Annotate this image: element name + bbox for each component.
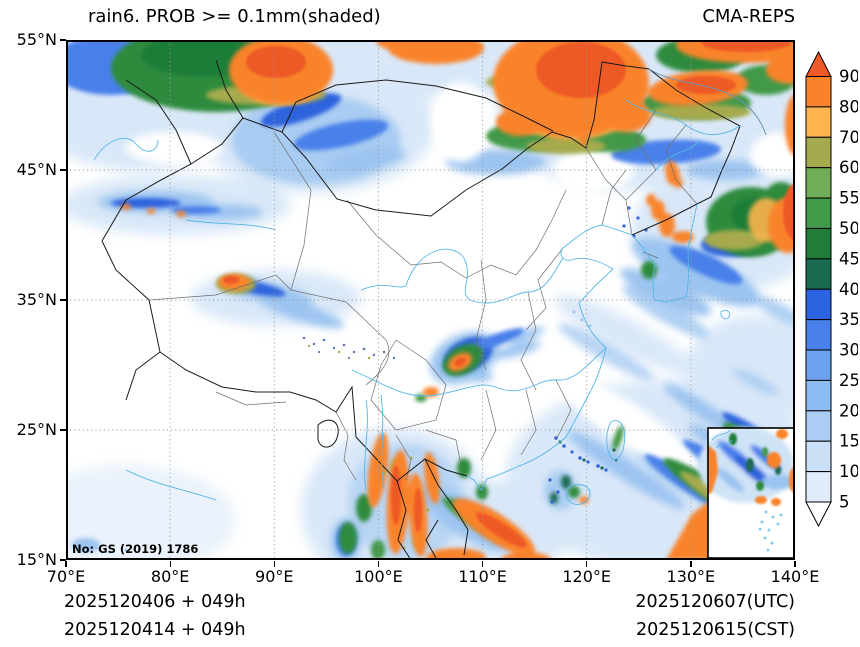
colorbar-tick-label: 15 xyxy=(839,432,858,451)
x-tick-mark xyxy=(794,561,796,567)
colorbar-tick-label: 30 xyxy=(839,341,858,360)
license-watermark: No: GS (2019) 1786 xyxy=(72,542,198,556)
map-graphics: No: GS (2019) 1786 xyxy=(66,40,795,560)
x-tick-mark xyxy=(273,561,275,567)
x-tick-mark xyxy=(690,561,692,567)
colorbar-cell xyxy=(805,136,832,169)
init-time-utc: 2025120406 + 049h xyxy=(64,592,246,612)
map-frame xyxy=(66,40,795,560)
init-time-cst: 2025120414 + 049h xyxy=(64,619,246,640)
y-tick-label: 25°N xyxy=(16,420,57,439)
x-tick-label: 70°E xyxy=(46,567,86,586)
colorbar-cell xyxy=(805,440,832,473)
x-tick-label: 100°E xyxy=(354,567,403,586)
colorbar-tick-label: 80 xyxy=(839,97,858,116)
colorbar-cell xyxy=(805,471,832,503)
y-tick-mark xyxy=(60,39,66,41)
colorbar-tick-label: 10 xyxy=(839,462,858,481)
colorbar-tick-label: 55 xyxy=(839,189,858,208)
colorbar-under-arrow xyxy=(805,501,832,528)
footer-valid-times: 2025120607(UTC) 2025120615(CST) xyxy=(635,589,795,644)
map-canvas: No: GS (2019) 1786 xyxy=(66,40,795,560)
colorbar-cell xyxy=(805,167,832,199)
x-tick-label: 130°E xyxy=(666,567,716,586)
y-tick-label: 45°N xyxy=(16,160,57,179)
x-tick-mark xyxy=(586,561,588,567)
colorbar-tick-label: 5 xyxy=(839,493,850,512)
x-tick-label: 120°E xyxy=(562,567,612,586)
plot-title: rain6. PROB >= 0.1mm(shaded) xyxy=(88,6,381,27)
x-tick-label: 140°E xyxy=(770,567,820,586)
country-borders xyxy=(101,59,741,560)
colorbar-cell xyxy=(805,288,832,321)
y-tick-mark xyxy=(60,429,66,431)
colorbar-cell xyxy=(805,106,832,138)
colorbar-cell xyxy=(805,379,832,412)
footer-init-times: 2025120406 + 049h 2025120414 + 049h xyxy=(64,589,246,644)
x-tick-label: 80°E xyxy=(150,567,190,586)
y-tick-mark xyxy=(60,299,66,301)
colorbar-tick-label: 70 xyxy=(839,128,858,147)
x-tick-mark xyxy=(65,561,67,567)
y-tick-label: 55°N xyxy=(16,30,57,49)
x-tick-label: 110°E xyxy=(458,567,507,586)
colorbar-tick-label: 45 xyxy=(839,249,858,268)
x-tick-mark xyxy=(481,561,484,567)
province-borders xyxy=(148,109,698,481)
colorbar-tick-label: 90 xyxy=(839,67,858,86)
south-china-sea-inset xyxy=(698,427,795,559)
colorbar-tick-label: 25 xyxy=(839,371,858,390)
gridlines xyxy=(66,40,795,560)
colorbar-cell xyxy=(805,410,832,442)
white-gaps xyxy=(126,82,795,475)
colorbar-tick-label: 50 xyxy=(839,219,858,238)
colorbar-tick-label: 60 xyxy=(839,158,858,177)
colorbar-over-arrow xyxy=(805,50,832,77)
colorbar: 90 80 70 60 55 50 45 40 35 30 25 20 15 10 5 xyxy=(805,50,858,528)
y-tick-label: 35°N xyxy=(16,290,57,309)
valid-time-utc: 2025120607(UTC) xyxy=(635,592,795,612)
y-tick-label: 15°N xyxy=(16,550,57,569)
colorbar-cell xyxy=(805,319,832,351)
colorbar-cell xyxy=(805,76,832,108)
colorbar-tick-label: 35 xyxy=(839,310,858,329)
colorbar-cell xyxy=(805,349,832,381)
colorbar-cell xyxy=(805,258,832,290)
colorbar-cell xyxy=(805,227,832,260)
x-tick-mark xyxy=(377,561,380,567)
x-tick-label: 90°E xyxy=(255,567,294,586)
colorbar-tick-label: 20 xyxy=(839,401,858,420)
valid-time-cst: 2025120615(CST) xyxy=(635,619,795,640)
y-tick-mark xyxy=(60,559,66,561)
colorbar-cell xyxy=(805,197,832,229)
amur-river xyxy=(648,68,767,136)
y-tick-mark xyxy=(60,169,66,171)
x-tick-mark xyxy=(169,561,171,567)
colorbar-tick-label: 40 xyxy=(839,280,858,299)
coastlines-rivers xyxy=(93,99,741,505)
model-name: CMA-REPS xyxy=(702,6,795,27)
